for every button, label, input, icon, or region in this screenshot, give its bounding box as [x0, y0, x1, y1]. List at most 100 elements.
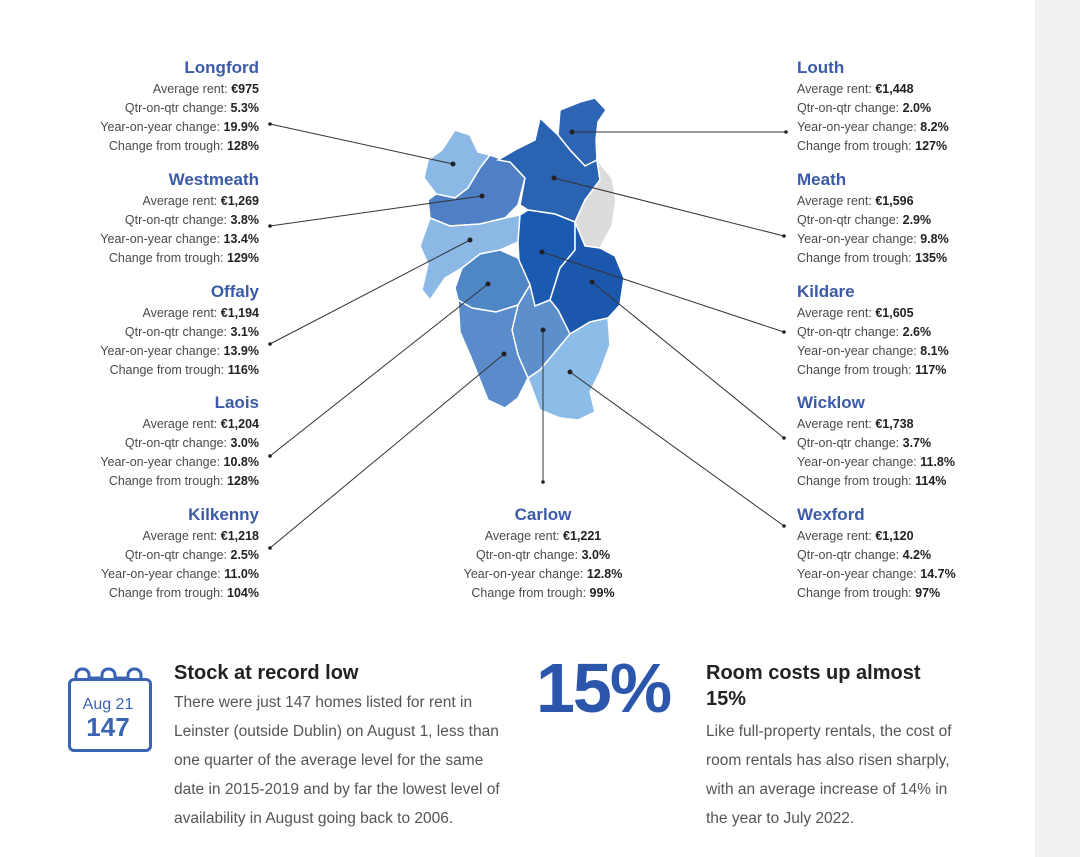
leader-line-kilkenny: [269, 353, 505, 549]
trough-change-row: Change from trough: 135%: [797, 251, 948, 265]
avg-rent-row: Average rent: €1,269: [142, 194, 259, 208]
qtr-change-row: Qtr-on-qtr change: 2.0%: [797, 101, 932, 115]
leader-end-kildare: [782, 330, 786, 334]
trough-change-row: Change from trough: 117%: [797, 363, 947, 377]
side-margin-strip: [1035, 0, 1080, 857]
county-name: Carlow: [514, 505, 572, 524]
county-card-meath: Meath Average rent: €1,596 Qtr-on-qtr ch…: [797, 170, 949, 268]
leader-dot-carlow: [540, 327, 546, 333]
county-name: Westmeath: [168, 170, 259, 189]
county-name: Laois: [214, 393, 259, 412]
room-cost-big-number: 15%: [536, 649, 672, 727]
leader-end-offaly: [268, 342, 272, 346]
calendar-month: Aug 21: [82, 696, 134, 713]
avg-rent-row: Average rent: €1,738: [797, 417, 914, 431]
county-name: Kildare: [797, 282, 855, 301]
leader-end-louth: [784, 130, 788, 134]
county-name: Meath: [797, 170, 847, 189]
leader-end-westmeath: [268, 224, 272, 228]
county-card-wicklow: Wicklow Average rent: €1,738 Qtr-on-qtr …: [797, 393, 955, 491]
leader-end-kilkenny: [268, 546, 272, 550]
room-cost-title-line: Room costs up almost: [706, 662, 921, 684]
leader-line-longford: [269, 123, 454, 165]
qtr-change-row: Qtr-on-qtr change: 3.1%: [124, 325, 259, 339]
county-shape-kilkenny: [457, 298, 529, 409]
yoy-change-row: Year-on-year change: 11.8%: [797, 455, 956, 469]
leader-end-carlow: [541, 480, 545, 484]
trough-change-row: Change from trough: 104%: [108, 586, 259, 600]
trough-change-row: Change from trough: 99%: [471, 586, 615, 600]
trough-change-row: Change from trough: 128%: [108, 139, 259, 153]
stock-line: There were just 147 homes listed for ren…: [174, 694, 473, 711]
leader-line-offaly: [269, 239, 471, 345]
qtr-change-row: Qtr-on-qtr change: 3.0%: [475, 548, 611, 562]
room-cost-line: Like full-property rentals, the cost of: [706, 723, 952, 740]
avg-rent-row: Average rent: €1,221: [484, 529, 602, 543]
stock-line: availability in August going back to 200…: [174, 810, 454, 827]
leader-dot-westmeath: [479, 193, 485, 199]
county-card-kilkenny: Kilkenny Average rent: €1,218 Qtr-on-qtr…: [101, 505, 259, 603]
leader-line-wexford: [569, 371, 785, 527]
room-cost-title: Room costs up almost 15%: [706, 660, 920, 712]
yoy-change-row: Year-on-year change: 10.8%: [100, 455, 259, 469]
trough-change-row: Change from trough: 116%: [109, 363, 259, 377]
leader-end-laois: [268, 454, 272, 458]
county-card-westmeath: Westmeath Average rent: €1,269 Qtr-on-qt…: [100, 170, 259, 268]
leader-dot-longford: [450, 161, 456, 167]
county-shape-wexford: [527, 317, 611, 421]
leader-line-wicklow: [591, 281, 785, 439]
county-name: Wicklow: [797, 393, 865, 412]
county-name: Offaly: [210, 282, 259, 301]
county-card-wexford: Wexford Average rent: €1,120 Qtr-on-qtr …: [797, 505, 956, 603]
leader-end-meath: [782, 234, 786, 238]
leader-line-laois: [269, 283, 489, 457]
county-name: Longford: [184, 58, 259, 77]
room-cost-line: with an average increase of 14% in: [706, 781, 948, 798]
county-name: Louth: [797, 58, 845, 77]
leader-line-kildare: [541, 251, 785, 333]
leader-end-wexford: [782, 524, 786, 528]
avg-rent-row: Average rent: €975: [152, 82, 259, 96]
avg-rent-row: Average rent: €1,194: [142, 306, 259, 320]
leader-dot-wexford: [567, 369, 573, 375]
yoy-change-row: Year-on-year change: 19.9%: [100, 120, 259, 134]
stock-body: There were just 147 homes listed for ren…: [174, 688, 534, 833]
qtr-change-row: Qtr-on-qtr change: 3.7%: [797, 436, 932, 450]
leader-dot-laois: [485, 281, 491, 287]
calendar-day: 147: [86, 712, 130, 742]
trough-change-row: Change from trough: 129%: [108, 251, 259, 265]
county-name: Kilkenny: [188, 505, 259, 524]
stock-line: date in 2015-2019 and by far the lowest …: [174, 781, 500, 798]
leader-dot-kildare: [539, 249, 545, 255]
yoy-change-row: Year-on-year change: 8.2%: [797, 120, 949, 134]
avg-rent-row: Average rent: €1,120: [797, 529, 914, 543]
avg-rent-row: Average rent: €1,218: [142, 529, 259, 543]
qtr-change-row: Qtr-on-qtr change: 4.2%: [797, 548, 932, 562]
room-cost-body: Like full-property rentals, the cost of …: [706, 717, 1006, 833]
leader-dot-meath: [551, 175, 557, 181]
leader-line-westmeath: [269, 195, 483, 227]
county-card-kildare: Kildare Average rent: €1,605 Qtr-on-qtr …: [797, 282, 949, 380]
yoy-change-row: Year-on-year change: 13.4%: [100, 232, 259, 246]
leader-end-wicklow: [782, 436, 786, 440]
avg-rent-row: Average rent: €1,596: [797, 194, 914, 208]
county-card-louth: Louth Average rent: €1,448 Qtr-on-qtr ch…: [797, 58, 949, 156]
county-card-carlow: Carlow Average rent: €1,221 Qtr-on-qtr c…: [443, 505, 643, 603]
room-cost-line: room rentals has also risen sharply,: [706, 752, 950, 769]
county-card-laois: Laois Average rent: €1,204 Qtr-on-qtr ch…: [100, 393, 259, 491]
room-cost-line: the year to July 2022.: [706, 810, 855, 827]
leader-dot-wicklow: [589, 279, 595, 285]
room-cost-title-line: 15%: [706, 688, 747, 710]
qtr-change-row: Qtr-on-qtr change: 2.9%: [797, 213, 932, 227]
avg-rent-row: Average rent: €1,448: [797, 82, 914, 96]
qtr-change-row: Qtr-on-qtr change: 2.5%: [124, 548, 259, 562]
stock-line: one quarter of the average level for the…: [174, 752, 484, 769]
avg-rent-row: Average rent: €1,605: [797, 306, 914, 320]
leader-end-longford: [268, 122, 272, 126]
yoy-change-row: Year-on-year change: 14.7%: [797, 567, 956, 581]
county-name: Wexford: [797, 505, 865, 524]
stock-title: Stock at record low: [174, 662, 359, 684]
trough-change-row: Change from trough: 97%: [797, 586, 941, 600]
yoy-change-row: Year-on-year change: 11.0%: [100, 567, 259, 581]
leader-dot-kilkenny: [501, 351, 507, 357]
